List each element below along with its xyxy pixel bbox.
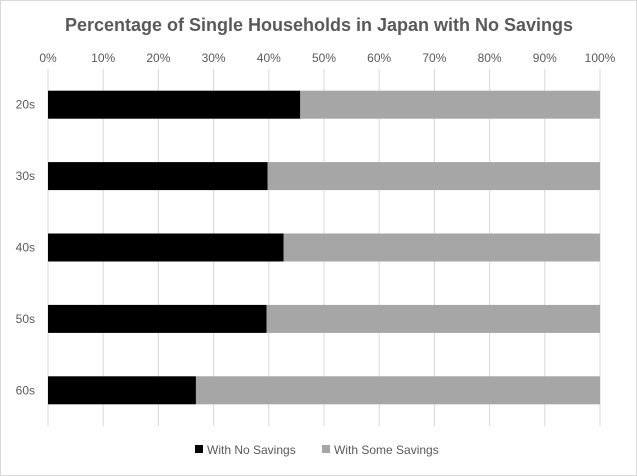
bar-some-savings	[266, 304, 600, 333]
bar-some-savings	[267, 162, 600, 191]
x-tick-label: 50%	[312, 51, 336, 65]
x-tick-label: 10%	[91, 51, 115, 65]
y-tick-label: 60s	[16, 383, 35, 397]
y-tick-label: 40s	[16, 241, 35, 255]
x-tick-label: 40%	[257, 51, 281, 65]
bar-some-savings	[195, 376, 600, 405]
legend-swatch	[322, 445, 330, 453]
bar-some-savings	[283, 233, 600, 262]
x-tick-label: 20%	[146, 51, 170, 65]
bar-no-savings	[48, 162, 268, 191]
legend-swatch	[195, 445, 203, 453]
legend: With No Savings With Some Savings	[195, 443, 439, 457]
bars	[48, 90, 600, 405]
x-tick-label: 60%	[367, 51, 391, 65]
x-tick-label: 80%	[478, 51, 502, 65]
bar-no-savings	[48, 304, 267, 333]
x-tick-label: 0%	[39, 51, 57, 65]
bar-no-savings	[48, 376, 196, 405]
x-tick-label: 90%	[533, 51, 557, 65]
x-axis-ticks: 0% 10% 20% 30% 40% 50% 60% 70% 80% 90% 100%	[39, 51, 615, 65]
x-tick-label: 30%	[202, 51, 226, 65]
y-axis-ticks: 20s 30s 40s 50s 60s	[16, 98, 35, 398]
x-tick-label: 100%	[585, 51, 616, 65]
y-tick-label: 30s	[16, 169, 35, 183]
legend-label: With No Savings	[207, 443, 296, 457]
x-tick-label: 70%	[422, 51, 446, 65]
y-tick-label: 20s	[16, 98, 35, 112]
bar-no-savings	[48, 90, 301, 119]
bar-no-savings	[48, 233, 284, 262]
legend-label: With Some Savings	[334, 443, 439, 457]
y-tick-label: 50s	[16, 312, 35, 326]
chart-title: Percentage of Single Households in Japan…	[65, 15, 573, 35]
bar-some-savings	[300, 90, 600, 119]
